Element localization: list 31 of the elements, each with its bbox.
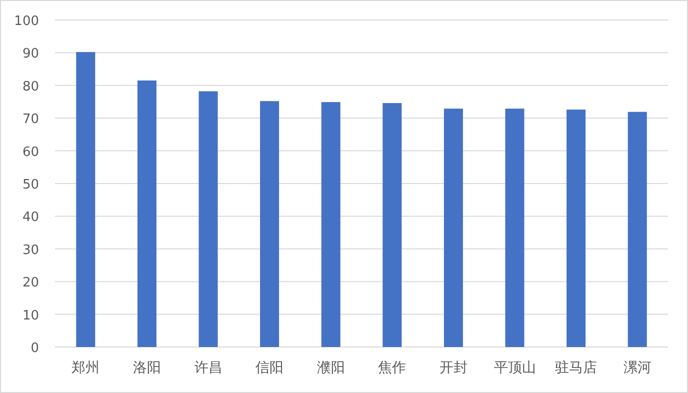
x-tick-label: 漯河 [623,360,652,376]
y-tick-label: 30 [22,242,39,258]
bar [566,110,586,347]
y-tick-label: 0 [30,341,39,356]
bar [444,108,463,347]
y-tick-label: 60 [22,144,39,160]
bar [321,102,340,347]
bar [505,108,524,347]
bar [382,103,402,347]
y-tick-label: 20 [22,276,39,291]
y-tick-label: 70 [22,112,39,128]
x-tick-label: 驻马店 [555,360,598,376]
x-tick-label: 许昌 [194,360,222,376]
y-tick-label: 90 [22,46,39,62]
bar [628,112,647,347]
y-tick-label: 40 [22,210,39,226]
bar [137,80,156,347]
y-tick-label: 80 [22,79,39,94]
x-tick-label: 濮阳 [316,360,345,376]
x-tick-label: 郑州 [72,360,100,376]
bar [260,101,280,347]
y-tick-label: 100 [14,14,39,29]
y-tick-label: 50 [22,178,39,192]
bar [198,91,218,347]
bar [76,52,96,347]
x-tick-label: 平顶山 [494,360,536,376]
x-tick-label: 洛阳 [132,360,161,376]
y-tick-label: 10 [22,308,39,324]
x-tick-label: 开封 [439,360,468,376]
x-tick-label: 焦作 [378,360,406,376]
x-tick-label: 信阳 [256,360,284,376]
